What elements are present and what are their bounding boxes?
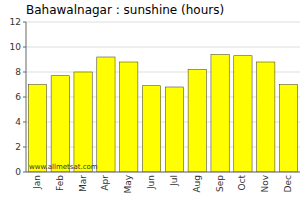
grid-line (26, 172, 300, 173)
x-tick-label: Mar (78, 175, 88, 192)
bar (188, 70, 206, 173)
y-tick-label: 0 (15, 167, 21, 177)
bars (28, 55, 297, 173)
y-tick-label: 2 (15, 142, 21, 152)
x-tick-label: Jul (169, 175, 179, 187)
bar (257, 62, 275, 172)
y-tick-label: 8 (15, 67, 21, 77)
y-axis-line (26, 22, 27, 172)
grid-line (26, 22, 300, 23)
bar (28, 85, 46, 173)
x-axis: Jan Feb Mar Apr May Jun Jul Aug Sep Oct Nov Dec (32, 174, 293, 193)
y-tick-label: 10 (10, 42, 22, 52)
x-tick-label: Feb (55, 175, 65, 191)
bar (51, 76, 69, 172)
chart-container: 0 2 4 6 8 10 12 Jan Feb Mar Apr May Jun Jul Aug Sep Oct N… (0, 0, 306, 200)
bar (279, 85, 297, 173)
x-tick-label: Dec (283, 175, 293, 192)
bar (97, 57, 115, 172)
annotation: www.allmetsat.com (29, 163, 98, 171)
bar (142, 86, 160, 172)
chart: 0 2 4 6 8 10 12 Jan Feb Mar Apr May Jun Jul Aug Sep Oct N… (0, 0, 306, 200)
bar (120, 62, 138, 172)
x-axis-line (26, 172, 300, 173)
x-tick-label: Apr (100, 175, 110, 191)
x-tick-label: Oct (237, 175, 247, 191)
x-tick-label: Jun (146, 175, 156, 190)
title: Bahawalnagar : sunshine (hours) (26, 3, 224, 17)
x-tick-label: Nov (260, 174, 270, 192)
y-axis: 0 2 4 6 8 10 12 (10, 17, 26, 177)
bar (165, 87, 183, 172)
x-tick-label: Sep (215, 175, 225, 192)
y-tick-label: 6 (15, 92, 21, 102)
bar (211, 55, 229, 173)
grid-line (26, 47, 300, 48)
x-tick-label: Aug (192, 175, 202, 193)
y-tick-label: 12 (10, 17, 21, 27)
bar (74, 72, 92, 172)
x-tick-label: May (123, 174, 133, 193)
x-tick-label: Jan (32, 175, 42, 190)
grid (26, 22, 300, 172)
y-tick-label: 4 (15, 117, 21, 127)
bar (234, 56, 252, 172)
